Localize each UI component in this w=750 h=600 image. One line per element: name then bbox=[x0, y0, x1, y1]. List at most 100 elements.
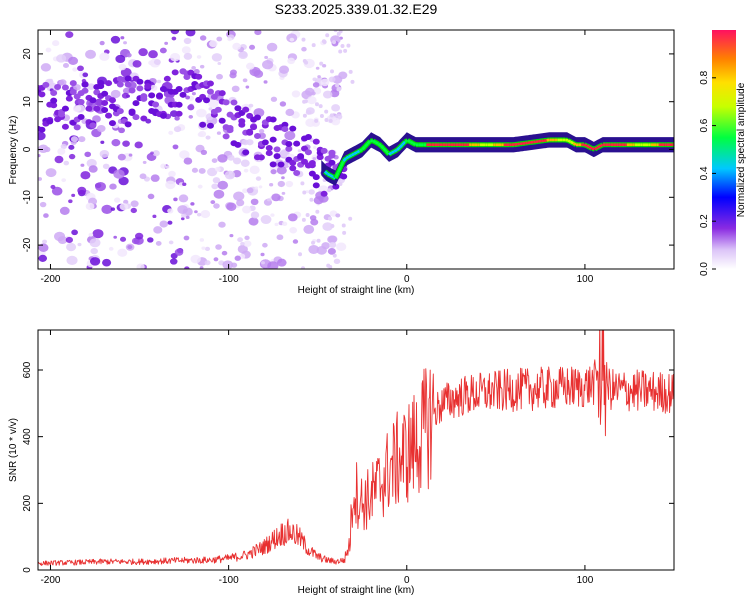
spectrogram-noise-blob bbox=[113, 235, 117, 239]
spectrogram-noise-blob bbox=[250, 211, 260, 219]
spectrogram-noise-blob bbox=[188, 114, 194, 119]
spectrogram-noise-blob bbox=[346, 43, 351, 48]
spectrogram-noise-blob bbox=[89, 257, 101, 266]
spectrogram-ridge-blob bbox=[230, 99, 238, 106]
spectrogram-noise-blob bbox=[150, 151, 154, 155]
spectrogram-noise-blob bbox=[329, 113, 334, 118]
spectrogram-noise-blob bbox=[301, 37, 306, 42]
spectrogram-noise-blob bbox=[325, 33, 330, 38]
spectrogram-noise-blob bbox=[335, 83, 340, 88]
spectrogram-noise-blob bbox=[246, 187, 254, 194]
spectrogram-noise-blob bbox=[96, 125, 106, 133]
spectrogram-noise-blob bbox=[262, 242, 268, 248]
spectrogram-ridge-core bbox=[323, 170, 329, 175]
spectrogram-noise-blob bbox=[45, 47, 52, 53]
spectrogram-noise-blob bbox=[260, 215, 272, 225]
spectrogram-noise-blob bbox=[285, 180, 294, 188]
spectrogram-ridge-blob bbox=[246, 128, 254, 135]
spectrogram-noise-blob bbox=[197, 184, 203, 189]
spectrogram-noise-blob bbox=[321, 63, 327, 68]
spectrogram-noise-blob bbox=[123, 199, 129, 205]
spectrogram-noise-blob bbox=[38, 131, 46, 141]
spectrogram-ridge-blob bbox=[38, 91, 46, 98]
spectrogram-noise-blob bbox=[120, 36, 125, 40]
snr-ylabel: SNR (10 * v/v) bbox=[8, 418, 19, 482]
spectrogram-ytick-label: -10 bbox=[22, 190, 33, 205]
spectrogram-noise-blob bbox=[65, 236, 74, 243]
spectrogram-noise-blob bbox=[207, 98, 219, 108]
spectrogram-noise-blob bbox=[253, 69, 264, 78]
snr-xlabel: Height of straight line (km) bbox=[298, 585, 415, 596]
spectrogram-noise-blob bbox=[120, 67, 132, 77]
spectrogram-noise-blob bbox=[338, 71, 348, 80]
spectrogram-ridge-core bbox=[570, 140, 574, 145]
spectrogram-ridge-core bbox=[374, 141, 379, 145]
colorbar-label: Normalized spectral amplitude bbox=[736, 82, 747, 217]
spectrogram-noise-blob bbox=[246, 62, 255, 70]
spectrogram-ridge-core bbox=[572, 142, 577, 146]
spectrogram-noise-blob bbox=[92, 115, 101, 123]
spectrogram-noise-blob bbox=[174, 116, 180, 121]
spectrogram-ridge-blob bbox=[273, 146, 281, 153]
spectrogram-ridge-blob bbox=[136, 78, 144, 85]
spectrogram-noise-blob bbox=[205, 135, 211, 140]
spectrogram-noise-blob bbox=[45, 168, 57, 178]
spectrogram-noise-blob bbox=[185, 95, 191, 100]
spectrogram-ridge-blob bbox=[257, 154, 265, 161]
spectrogram-ridge-blob bbox=[265, 150, 273, 157]
spectrogram-noise-blob bbox=[184, 266, 190, 269]
spectrogram-noise-blob bbox=[165, 180, 176, 190]
spectrogram-noise-blob bbox=[328, 264, 333, 269]
spectrogram-noise-blob bbox=[191, 65, 196, 70]
spectrogram-ridge-core bbox=[326, 172, 331, 177]
spectrogram-ridge-blob bbox=[261, 139, 269, 146]
snr-ytick-label: 400 bbox=[22, 428, 33, 445]
spectrogram-ridge-core bbox=[353, 151, 358, 155]
spectrogram-noise-blob bbox=[62, 63, 69, 69]
spectrogram-ridge-blob bbox=[85, 105, 93, 112]
spectrogram-noise-blob bbox=[316, 238, 321, 243]
spectrogram-noise-blob bbox=[199, 266, 204, 269]
spectrogram-ridge-blob bbox=[124, 121, 132, 128]
spectrogram-noise-blob bbox=[279, 65, 290, 74]
spectrogram-noise-blob bbox=[324, 109, 329, 114]
spectrogram-ridge-blob bbox=[140, 115, 148, 122]
spectrogram-noise-blob bbox=[68, 144, 75, 150]
spectrogram-noise-blob bbox=[258, 185, 263, 189]
spectrogram-noise-blob bbox=[126, 53, 132, 58]
snr-ytick-label: 200 bbox=[22, 495, 33, 512]
spectrogram-ridge-blob bbox=[234, 105, 242, 112]
spectrogram-ridge-blob bbox=[69, 80, 77, 87]
spectrogram-noise-blob bbox=[289, 226, 298, 234]
spectrogram-ridge-core bbox=[385, 150, 390, 156]
spectrogram-noise-blob bbox=[57, 236, 68, 244]
spectrogram-noise-blob bbox=[57, 148, 66, 155]
spectrogram-noise-blob bbox=[174, 248, 184, 256]
spectrogram-noise-blob bbox=[217, 180, 229, 190]
spectrogram-ridge-blob bbox=[77, 99, 85, 106]
spectrogram-noise-blob bbox=[71, 229, 78, 236]
spectrogram-noise-blob bbox=[150, 174, 160, 182]
spectrogram-ridge-blob bbox=[61, 84, 69, 91]
spectrogram-ridge-core bbox=[361, 145, 366, 151]
spectrogram-ridge-blob bbox=[312, 174, 320, 181]
spectrogram-noise-blob bbox=[68, 56, 79, 66]
spectrogram-noise-blob bbox=[254, 30, 262, 36]
spectrogram-ridge-blob bbox=[132, 100, 140, 107]
spectrogram-noise-blob bbox=[315, 209, 320, 214]
spectrogram-noise-blob bbox=[183, 235, 190, 241]
spectrogram-ridge-blob bbox=[179, 91, 187, 98]
spectrogram-ytick-label: 10 bbox=[22, 96, 33, 108]
spectrogram-noise-blob bbox=[88, 232, 94, 237]
spectrogram-ridge-core bbox=[412, 142, 417, 146]
spectrogram-noise-blob bbox=[153, 59, 161, 66]
spectrogram-noise-blob bbox=[89, 238, 101, 248]
spectrogram-noise-blob bbox=[118, 63, 127, 71]
spectrogram-field bbox=[38, 30, 674, 269]
spectrogram-noise-blob bbox=[84, 151, 92, 158]
spectrogram-noise-blob bbox=[99, 52, 110, 61]
spectrogram-noise-blob bbox=[322, 90, 333, 99]
spectrogram-noise-blob bbox=[63, 160, 70, 166]
spectrogram-ridge-blob bbox=[42, 81, 50, 88]
spectrogram-noise-blob bbox=[168, 130, 174, 135]
